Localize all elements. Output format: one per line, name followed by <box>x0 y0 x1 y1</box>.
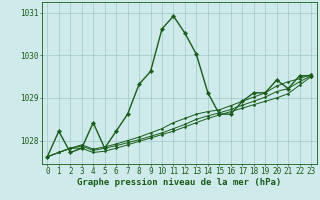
X-axis label: Graphe pression niveau de la mer (hPa): Graphe pression niveau de la mer (hPa) <box>77 178 281 187</box>
